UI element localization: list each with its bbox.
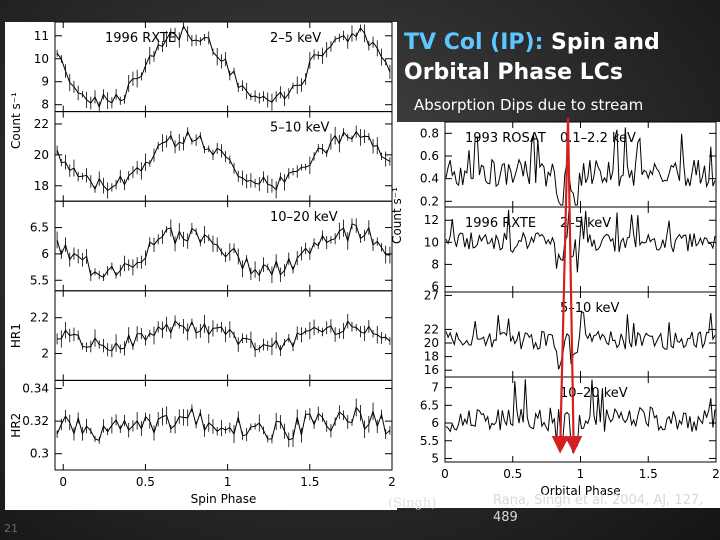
panel-frame bbox=[54, 379, 393, 471]
y-tick-label: 6.5 bbox=[420, 398, 439, 412]
x-tick-label: 1.5 bbox=[300, 475, 319, 489]
dip-arrows bbox=[551, 117, 583, 454]
slide-number: 21 bbox=[4, 522, 18, 535]
dip-arrow bbox=[564, 117, 583, 454]
y-tick-label: 5.5 bbox=[30, 273, 49, 287]
panel-label: 1996 RXTE bbox=[465, 216, 536, 231]
y-tick-label: 22 bbox=[34, 117, 49, 131]
energy-label: 10–20 keV bbox=[270, 210, 338, 225]
y-tick-label: 6.5 bbox=[30, 221, 49, 235]
x-tick-label: 0.5 bbox=[136, 475, 155, 489]
y-tick-label: 11 bbox=[34, 29, 49, 43]
x-axis-label: Spin Phase bbox=[191, 492, 257, 506]
y-tick-label: 5 bbox=[431, 451, 439, 465]
y-tick-label: 0.4 bbox=[420, 172, 439, 186]
y-tick-label: 0.2 bbox=[420, 194, 439, 208]
x-tick-label: 2 bbox=[388, 475, 396, 489]
energy-label: 5–10 keV bbox=[270, 121, 330, 136]
data-trace bbox=[56, 129, 391, 192]
y-tick-label: 8 bbox=[431, 257, 439, 271]
y-tick-label: 8 bbox=[41, 98, 49, 112]
energy-label: 5–10 keV bbox=[560, 301, 620, 316]
x-tick-label: 0 bbox=[59, 475, 67, 489]
spin-figure-background bbox=[5, 22, 397, 510]
y-tick-label: 0.3 bbox=[30, 447, 49, 461]
slide-title: TV Col (IP): Spin and Orbital Phase LCs bbox=[404, 28, 714, 88]
data-trace bbox=[445, 379, 716, 454]
citation-text: Rana, Singh et al. 2004, AJ, 127, 489 bbox=[493, 493, 704, 525]
y-tick-label: 9 bbox=[41, 75, 49, 89]
credit-text: (Singh) bbox=[388, 496, 437, 511]
orbital-figure-background bbox=[392, 122, 720, 508]
title-highlight: TV Col (IP): bbox=[404, 30, 544, 55]
side-label: HR1 bbox=[9, 323, 23, 348]
energy-label: 2–5 keV bbox=[560, 216, 611, 231]
x-axis-label: Orbital Phase bbox=[540, 484, 620, 498]
y-tick-label: 2.2 bbox=[30, 311, 49, 325]
data-trace bbox=[57, 319, 391, 352]
data-trace bbox=[56, 223, 390, 278]
y-tick-label: 6 bbox=[41, 247, 49, 261]
panel-label: 1996 RXTE bbox=[105, 31, 176, 46]
y-tick-label: 16 bbox=[424, 363, 439, 377]
y-tick-label: 6 bbox=[431, 416, 439, 430]
x-tick-label: 1.5 bbox=[639, 467, 658, 481]
y-axis-label: Count s⁻¹ bbox=[390, 187, 404, 244]
y-tick-label: 10 bbox=[424, 235, 439, 249]
y-tick-label: 12 bbox=[424, 213, 439, 227]
data-trace bbox=[56, 24, 391, 109]
panel-label: 1993 ROSAT bbox=[465, 131, 546, 146]
y-tick-label: 18 bbox=[424, 350, 439, 364]
y-tick-label: 5.5 bbox=[420, 434, 439, 448]
title-rest: Spin and Orbital Phase LCs bbox=[404, 30, 660, 85]
data-trace bbox=[56, 406, 391, 442]
y-tick-label: 18 bbox=[34, 179, 49, 193]
energy-label: 10–20 keV bbox=[560, 386, 628, 401]
x-tick-label: 0.5 bbox=[503, 467, 522, 481]
y-tick-label: 22 bbox=[424, 322, 439, 336]
data-trace bbox=[445, 208, 716, 273]
y-tick-label: 0.34 bbox=[22, 382, 49, 396]
x-tick-label: 2 bbox=[712, 467, 720, 481]
x-tick-label: 0 bbox=[441, 467, 449, 481]
y-axis-label: Count s⁻¹ bbox=[9, 92, 23, 149]
data-trace bbox=[445, 127, 716, 206]
dip-callout: Absorption Dips due to stream bbox=[414, 96, 644, 114]
y-tick-label: 20 bbox=[424, 336, 439, 350]
y-tick-label: 20 bbox=[34, 148, 49, 162]
x-tick-label: 1 bbox=[577, 467, 585, 481]
energy-label: 2–5 keV bbox=[270, 31, 321, 46]
x-tick-label: 1 bbox=[224, 475, 232, 489]
data-trace bbox=[445, 310, 716, 370]
y-tick-label: 0.8 bbox=[420, 126, 439, 140]
y-tick-label: 0.32 bbox=[22, 414, 49, 428]
y-tick-label: 27 bbox=[424, 288, 439, 302]
y-tick-label: 6 bbox=[431, 279, 439, 293]
y-tick-label: 10 bbox=[34, 52, 49, 66]
y-tick-label: 7 bbox=[431, 381, 439, 395]
side-label: HR2 bbox=[9, 413, 23, 438]
dip-arrow bbox=[551, 117, 570, 454]
y-tick-label: 2 bbox=[41, 347, 49, 361]
y-tick-label: 0.6 bbox=[420, 149, 439, 163]
